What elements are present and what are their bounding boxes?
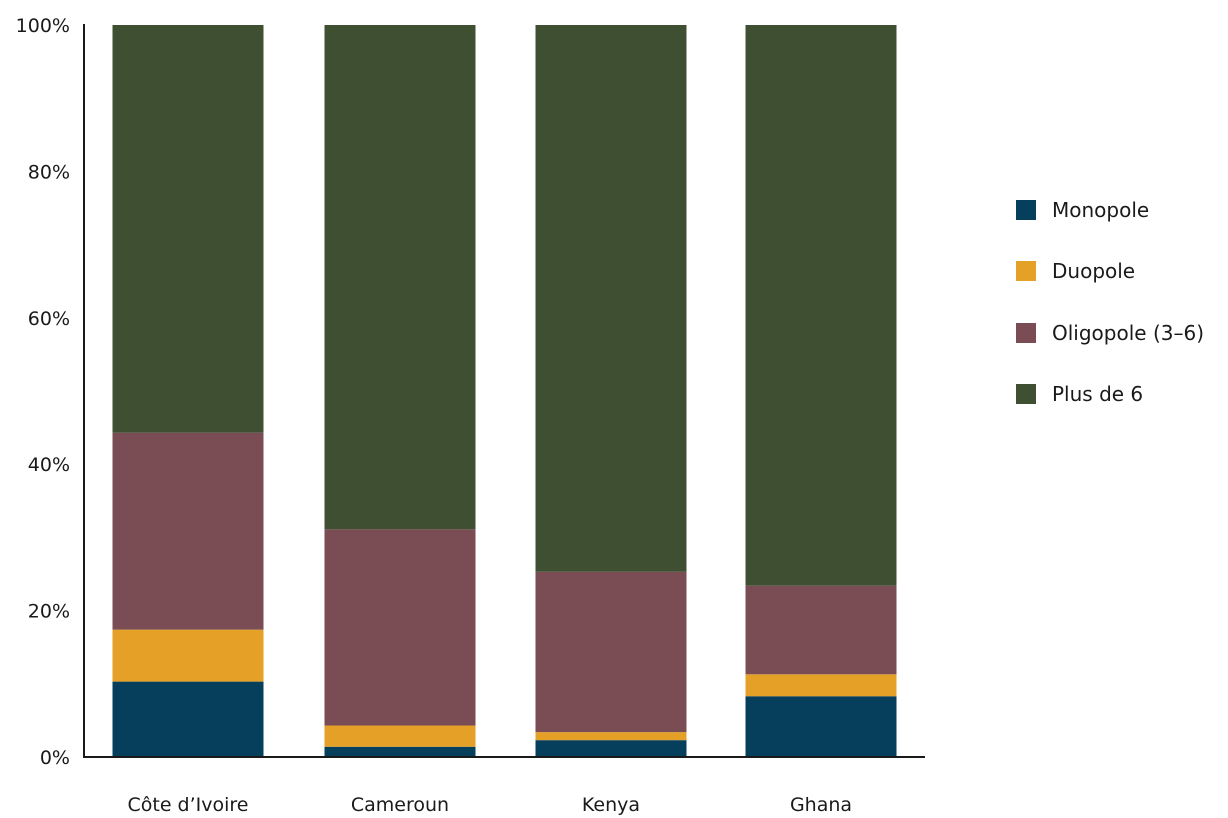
x-tick-label: Cameroun	[351, 794, 449, 816]
bar-segment-monopole	[112, 681, 264, 757]
bar-segment-monopole	[745, 696, 897, 757]
bar-segment-duopole	[745, 674, 897, 697]
y-tick-label: 0%	[40, 747, 70, 769]
bar-segment-oligopole-3-6	[324, 529, 476, 726]
bar-segment-plus-de-6	[112, 25, 264, 433]
bars-group	[112, 25, 897, 757]
x-tick-label: Ghana	[790, 794, 852, 816]
bar-segment-duopole	[324, 725, 476, 747]
legend-item: Monopole	[1016, 198, 1149, 222]
bar-segment-plus-de-6	[745, 25, 897, 586]
bar-segment-monopole	[535, 740, 687, 757]
bar-segment-oligopole-3-6	[535, 571, 687, 733]
y-tick-label: 20%	[28, 601, 70, 623]
y-tick-label: 100%	[16, 15, 70, 37]
legend-swatch	[1016, 384, 1036, 404]
legend-item: Plus de 6	[1016, 382, 1143, 406]
bar-segment-oligopole-3-6	[112, 432, 264, 630]
y-tick-label: 60%	[28, 308, 70, 330]
legend-label: Oligopole (3–6)	[1052, 321, 1204, 345]
legend-item: Duopole	[1016, 259, 1135, 283]
legend-label: Duopole	[1052, 259, 1135, 283]
bar-segment-duopole	[535, 732, 687, 741]
legend: Monopole Duopole Oligopole (3–6) Plus de 6	[1016, 198, 1204, 406]
bar-segment-oligopole-3-6	[745, 585, 897, 675]
legend-label: Monopole	[1052, 198, 1149, 222]
y-axis-ticks: 0% 20% 40% 60% 80% 100%	[16, 15, 70, 769]
bar-segment-duopole	[112, 629, 264, 682]
legend-swatch	[1016, 323, 1036, 343]
legend-label: Plus de 6	[1052, 382, 1143, 406]
x-axis-ticks: Côte d’Ivoire Cameroun Kenya Ghana	[127, 794, 852, 816]
x-tick-label: Kenya	[582, 794, 640, 816]
bar-segment-monopole	[324, 746, 476, 757]
y-tick-label: 40%	[28, 454, 70, 476]
y-tick-label: 80%	[28, 161, 70, 183]
bar-segment-plus-de-6	[324, 25, 476, 530]
legend-swatch	[1016, 200, 1036, 220]
bar-segment-plus-de-6	[535, 25, 687, 572]
legend-swatch	[1016, 261, 1036, 281]
legend-item: Oligopole (3–6)	[1016, 321, 1204, 345]
x-tick-label: Côte d’Ivoire	[127, 794, 248, 816]
